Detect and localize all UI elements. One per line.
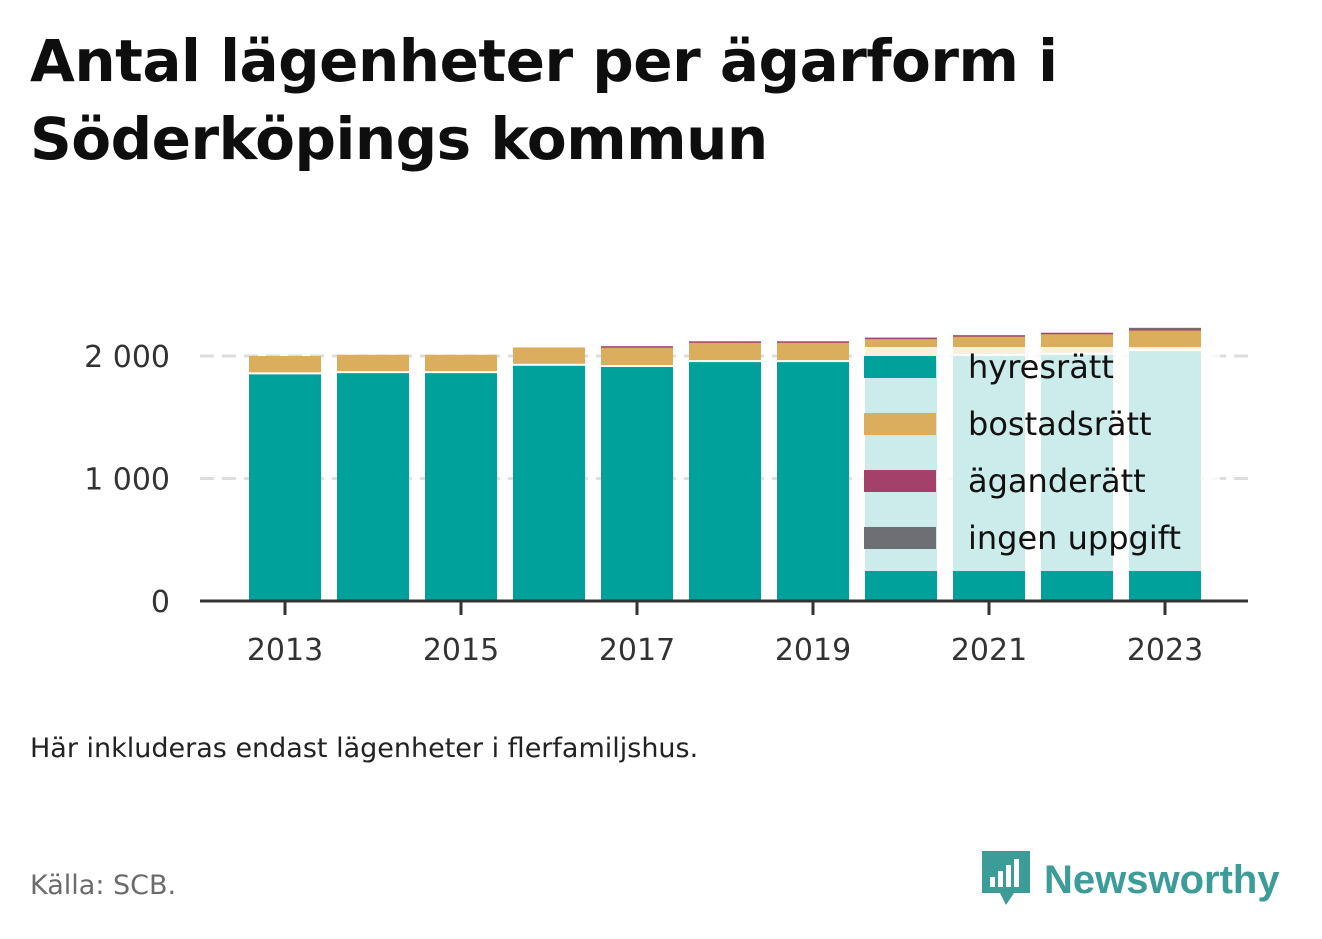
- bar-segment-2013-0: [249, 374, 321, 601]
- newsworthy-logo-icon: [982, 851, 1030, 905]
- legend-label: hyresrätt: [968, 348, 1114, 386]
- bar-segment-2014-1: [337, 354, 409, 372]
- legend-swatch: [864, 356, 936, 378]
- legend-swatch: [864, 413, 936, 435]
- brand-logo: Newsworthy: [980, 848, 1280, 912]
- bar-segment-2023-3: [1129, 327, 1201, 330]
- x-tick-label: 2017: [599, 633, 675, 668]
- bar-segment-2013-1: [249, 356, 321, 373]
- legend-label: ingen uppgift: [968, 519, 1181, 557]
- bar-segment-2023-1: [1129, 330, 1201, 350]
- legend-swatch: [864, 470, 936, 492]
- bar-segment-2015-0: [425, 373, 497, 601]
- bar-segment-2018-1: [689, 342, 761, 361]
- legend-label: bostadsrätt: [968, 405, 1152, 443]
- bar-segment-2019-0: [777, 362, 849, 601]
- bar-segment-2023-2: [1129, 329, 1201, 331]
- legend-swatch: [864, 527, 936, 549]
- chart-note: Här inkluderas endast lägenheter i flerf…: [30, 733, 699, 764]
- chart-title: Antal lägenheter per ägarform i Söderköp…: [30, 27, 1058, 173]
- legend: hyresrätt bostadsrätt äganderätt ingen uppg…: [855, 347, 1220, 571]
- gridlines: 0 1 000 2 000: [84, 340, 1248, 620]
- x-tick-label: 2015: [423, 633, 499, 668]
- bar-segment-2020-2: [865, 337, 937, 340]
- bar-segment-2022-2: [1041, 332, 1113, 335]
- bar-segment-2014-0: [337, 373, 409, 601]
- bar-segment-2019-2: [777, 341, 849, 343]
- bar-segment-2017-0: [601, 367, 673, 601]
- bar-segment-2019-1: [777, 342, 849, 361]
- bar-segment-2015-1: [425, 354, 497, 372]
- bar-segment-2018-2: [689, 341, 761, 343]
- source-credit: Källa: SCB.: [30, 870, 177, 901]
- legend-label: äganderätt: [968, 462, 1146, 500]
- bar-segment-2017-2: [601, 346, 673, 348]
- y-tick-label: 1 000: [84, 463, 170, 498]
- y-tick-label: 2 000: [84, 340, 170, 375]
- bar-segment-2017-1: [601, 347, 673, 366]
- bar-segment-2018-0: [689, 362, 761, 601]
- brand-name: Newsworthy: [1044, 857, 1280, 902]
- x-tick-label: 2023: [1127, 633, 1203, 668]
- stacked-bar-chart: 0 1 000 2 000 hyresrätt bostadsrätt äganderä…: [84, 327, 1248, 668]
- x-tick-label: 2019: [775, 633, 851, 668]
- bar-segment-2016-1: [513, 347, 585, 364]
- y-tick-label: 0: [151, 585, 170, 620]
- x-tick-label: 2013: [247, 633, 323, 668]
- bar-segment-2016-0: [513, 365, 585, 601]
- axes: 2013 2015 2017 2019 2021 2023: [200, 599, 1248, 668]
- bar-segment-2021-2: [953, 335, 1025, 337]
- x-tick-label: 2021: [951, 633, 1027, 668]
